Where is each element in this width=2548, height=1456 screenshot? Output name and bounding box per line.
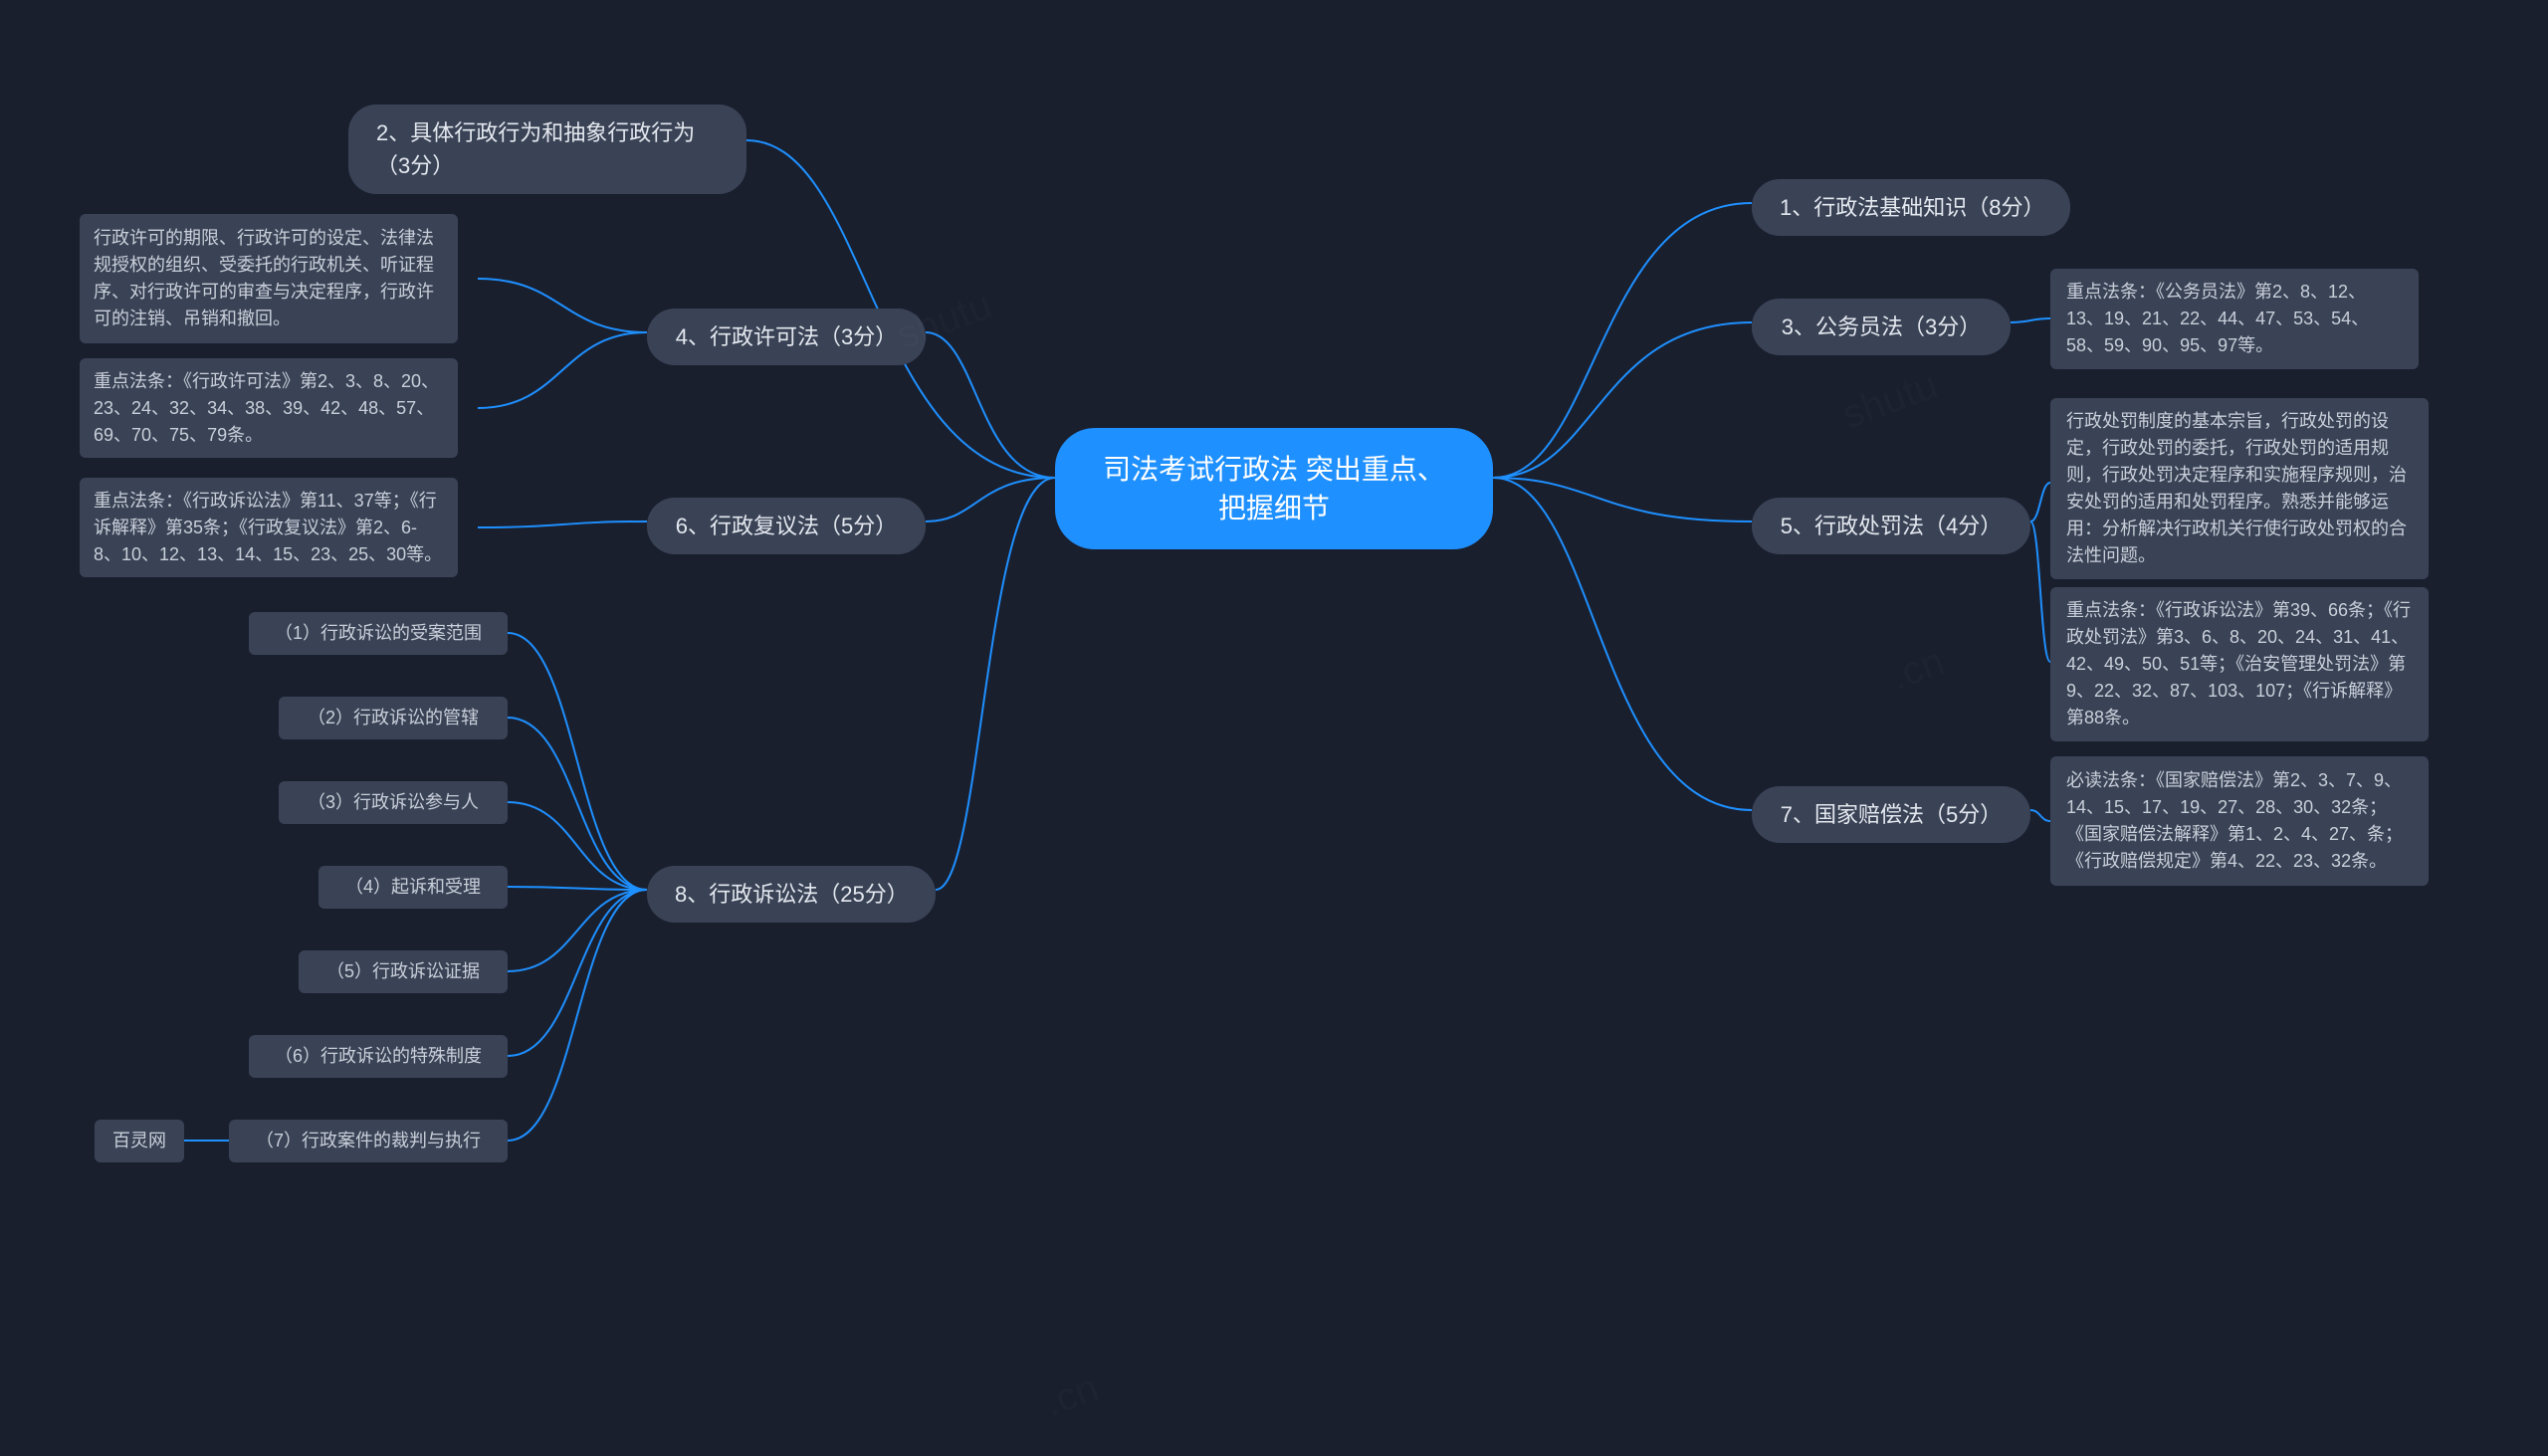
leaf-right-1-0[interactable]: 重点法条：《公务员法》第2、8、12、13、19、21、22、44、47、53、…	[2050, 269, 2419, 369]
mindmap-canvas: 司法考试行政法 突出重点、把握细节 1、行政法基础知识（8分） 3、公务员法（3分）…	[0, 0, 2548, 1456]
branch-left-1-label: 4、行政许可法（3分）	[676, 320, 897, 353]
leaf-left-1-1-label: 重点法条：《行政许可法》第2、3、8、20、23、24、32、34、38、39、…	[94, 368, 444, 449]
leaf-right-3-0[interactable]: 必读法条：《国家赔偿法》第2、3、7、9、14、15、17、19、27、28、3…	[2050, 756, 2429, 886]
branch-right-2[interactable]: 5、行政处罚法（4分）	[1752, 498, 2030, 554]
leaf-left-3-6-label: （7）行政案件的裁判与执行	[256, 1128, 481, 1154]
leaf-right-2-1-label: 重点法条：《行政诉讼法》第39、66条；《行政处罚法》第3、6、8、20、24、…	[2066, 597, 2413, 731]
center-node[interactable]: 司法考试行政法 突出重点、把握细节	[1055, 428, 1493, 549]
leaf-right-3-0-label: 必读法条：《国家赔偿法》第2、3、7、9、14、15、17、19、27、28、3…	[2066, 767, 2413, 875]
leaf-left-3-4-label: （5）行政诉讼证据	[326, 958, 480, 985]
branch-left-3[interactable]: 8、行政诉讼法（25分）	[647, 866, 936, 923]
branch-right-0-label: 1、行政法基础知识（8分）	[1780, 191, 2042, 224]
leaf-left-3-1-label: （2）行政诉讼的管辖	[308, 705, 479, 731]
leaf-left-3-3-label: （4）起诉和受理	[345, 874, 481, 901]
branch-right-0[interactable]: 1、行政法基础知识（8分）	[1752, 179, 2070, 236]
branch-right-1[interactable]: 3、公务员法（3分）	[1752, 299, 2011, 355]
leaf-left-3-2[interactable]: （3）行政诉讼参与人	[279, 781, 508, 824]
watermark: shutu	[1836, 363, 1943, 439]
leaf-left-3-0-label: （1）行政诉讼的受案范围	[275, 620, 482, 647]
leaf-left-3-6[interactable]: （7）行政案件的裁判与执行	[229, 1120, 508, 1162]
leaf-left-3-4[interactable]: （5）行政诉讼证据	[299, 950, 508, 993]
leaf-left-3-6-0[interactable]: 百灵网	[95, 1120, 184, 1162]
leaf-left-3-6-0-label: 百灵网	[112, 1128, 166, 1154]
leaf-left-3-1[interactable]: （2）行政诉讼的管辖	[279, 697, 508, 739]
leaf-left-1-0-label: 行政许可的期限、行政许可的设定、法律法规授权的组织、受委托的行政机关、听证程序、…	[94, 225, 444, 332]
leaf-left-1-1[interactable]: 重点法条：《行政许可法》第2、3、8、20、23、24、32、34、38、39、…	[80, 358, 458, 458]
branch-left-2[interactable]: 6、行政复议法（5分）	[647, 498, 926, 554]
branch-left-2-label: 6、行政复议法（5分）	[676, 510, 897, 542]
leaf-left-2-0[interactable]: 重点法条：《行政诉讼法》第11、37等；《行诉解释》第35条；《行政复议法》第2…	[80, 478, 458, 577]
leaf-right-2-1[interactable]: 重点法条：《行政诉讼法》第39、66条；《行政处罚法》第3、6、8、20、24、…	[2050, 587, 2429, 741]
leaf-right-1-0-label: 重点法条：《公务员法》第2、8、12、13、19、21、22、44、47、53、…	[2066, 279, 2403, 359]
leaf-left-3-5[interactable]: （6）行政诉讼的特殊制度	[249, 1035, 508, 1078]
watermark: .cn	[1039, 1365, 1105, 1426]
branch-right-1-label: 3、公务员法（3分）	[1782, 311, 1981, 343]
leaf-left-2-0-label: 重点法条：《行政诉讼法》第11、37等；《行诉解释》第35条；《行政复议法》第2…	[94, 488, 444, 568]
branch-right-2-label: 5、行政处罚法（4分）	[1781, 510, 2002, 542]
leaf-left-3-3[interactable]: （4）起诉和受理	[318, 866, 508, 909]
branch-left-0-label: 2、具体行政行为和抽象行政行为（3分）	[376, 116, 719, 182]
branch-right-3[interactable]: 7、国家赔偿法（5分）	[1752, 786, 2030, 843]
branch-left-1[interactable]: 4、行政许可法（3分）	[647, 309, 926, 365]
watermark: .cn	[1885, 639, 1951, 700]
branch-right-3-label: 7、国家赔偿法（5分）	[1781, 798, 2002, 831]
leaf-right-2-0-label: 行政处罚制度的基本宗旨，行政处罚的设定，行政处罚的委托，行政处罚的适用规则，行政…	[2066, 408, 2413, 569]
leaf-right-2-0[interactable]: 行政处罚制度的基本宗旨，行政处罚的设定，行政处罚的委托，行政处罚的适用规则，行政…	[2050, 398, 2429, 579]
branch-left-3-label: 8、行政诉讼法（25分）	[675, 878, 908, 911]
branch-left-0[interactable]: 2、具体行政行为和抽象行政行为（3分）	[348, 104, 746, 194]
leaf-left-3-2-label: （3）行政诉讼参与人	[308, 789, 479, 816]
leaf-left-3-5-label: （6）行政诉讼的特殊制度	[275, 1043, 482, 1070]
leaf-left-1-0[interactable]: 行政许可的期限、行政许可的设定、法律法规授权的组织、受委托的行政机关、听证程序、…	[80, 214, 458, 343]
leaf-left-3-0[interactable]: （1）行政诉讼的受案范围	[249, 612, 508, 655]
center-node-label: 司法考试行政法 突出重点、把握细节	[1095, 450, 1453, 527]
